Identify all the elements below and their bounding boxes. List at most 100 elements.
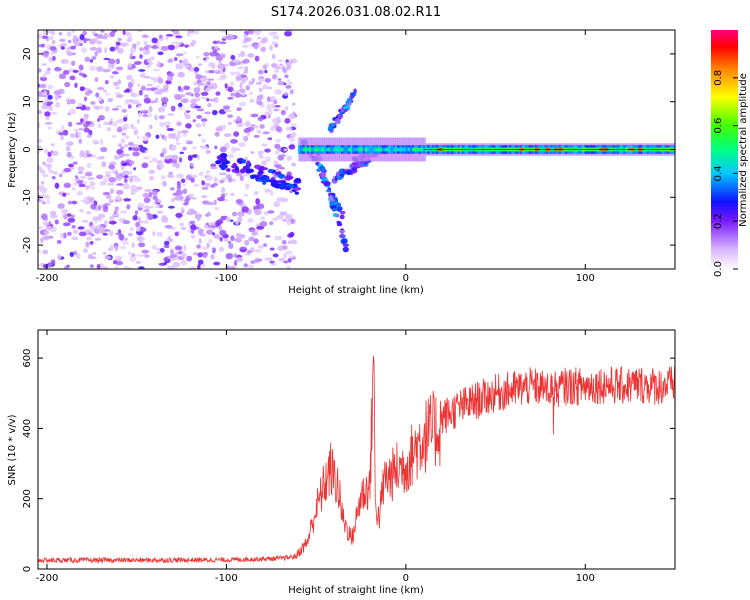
line-core	[382, 147, 386, 152]
line-core	[311, 147, 315, 152]
noise-blob	[50, 259, 56, 266]
noise-blob	[123, 265, 129, 269]
noise-blob	[63, 60, 67, 64]
noise-blob	[175, 163, 180, 169]
noise-blob	[143, 40, 148, 46]
noise-blob	[139, 54, 143, 59]
noise-blob	[84, 38, 91, 41]
noise-blob	[41, 180, 45, 185]
noise-blob	[227, 114, 234, 118]
noise-blob	[89, 38, 97, 45]
noise-blob	[78, 127, 84, 131]
noise-blob	[38, 68, 42, 73]
colorbar-tick-label: 0.6	[713, 118, 724, 134]
noise-blob	[210, 254, 215, 260]
noise-blob	[173, 45, 180, 50]
noise-blob	[109, 46, 116, 52]
line-core	[321, 147, 325, 152]
branch-blob	[325, 189, 332, 193]
noise-blob	[242, 58, 250, 64]
noise-blob	[82, 220, 89, 223]
noise-blob	[119, 210, 128, 214]
noise-blob	[103, 177, 108, 183]
noise-blob	[147, 213, 154, 221]
noise-blob	[213, 96, 219, 104]
noise-blob	[85, 171, 93, 177]
noise-blob	[158, 106, 165, 113]
noise-blob	[216, 219, 224, 225]
noise-blob	[235, 220, 239, 225]
noise-blob	[133, 61, 142, 65]
noise-blob	[173, 93, 181, 99]
noise-blob	[203, 224, 209, 229]
line-core	[375, 147, 379, 152]
noise-blob	[100, 30, 105, 33]
noise-blob	[132, 215, 138, 221]
noise-blob	[165, 35, 169, 41]
noise-blob	[109, 75, 115, 79]
noise-blob	[265, 62, 269, 67]
noise-blob	[38, 122, 41, 129]
noise-blob	[274, 143, 281, 149]
noise-blob	[44, 122, 53, 125]
noise-blob	[98, 115, 105, 121]
noise-blob	[205, 86, 214, 91]
noise-blob	[248, 37, 252, 42]
noise-blob	[273, 65, 281, 70]
noise-blob	[202, 120, 206, 127]
noise-blob	[83, 248, 89, 253]
noise-blob	[158, 34, 163, 39]
branch-blob	[337, 222, 342, 227]
noise-blob	[163, 244, 170, 249]
noise-blob	[193, 183, 200, 187]
noise-blob	[107, 66, 114, 71]
noise-blob	[98, 105, 104, 110]
noise-blob	[97, 96, 103, 102]
noise-blob	[167, 133, 174, 139]
noise-blob	[278, 59, 283, 62]
noise-blob	[264, 257, 273, 261]
noise-blob	[243, 127, 251, 134]
noise-blob	[38, 109, 43, 115]
noise-blob	[193, 87, 201, 93]
noise-blob	[238, 101, 247, 107]
noise-blob	[200, 118, 208, 122]
line-core	[313, 147, 317, 152]
noise-blob	[174, 195, 182, 201]
noise-blob	[74, 82, 78, 88]
noise-blob	[67, 39, 72, 44]
noise-blob	[78, 64, 84, 71]
noise-blob	[229, 81, 235, 87]
noise-blob	[280, 109, 286, 116]
noise-blob	[239, 247, 248, 250]
line-core	[377, 147, 381, 152]
noise-blob	[259, 124, 265, 129]
noise-blob	[157, 210, 164, 214]
noise-blob	[116, 47, 124, 54]
noise-blob	[97, 40, 103, 45]
noise-blob	[96, 264, 101, 269]
noise-blob	[286, 79, 291, 82]
noise-blob	[96, 174, 104, 179]
noise-blob	[103, 57, 111, 61]
noise-blob	[105, 170, 111, 176]
noise-blob	[137, 104, 141, 108]
noise-blob	[281, 153, 286, 158]
noise-blob	[42, 53, 49, 57]
noise-blob	[225, 216, 231, 223]
noise-blob	[289, 132, 297, 138]
noise-blob	[129, 227, 134, 231]
noise-blob	[145, 87, 153, 91]
noise-blob	[66, 213, 72, 217]
noise-blob	[92, 216, 100, 221]
noise-blob	[138, 112, 142, 117]
noise-blob	[190, 224, 197, 231]
branch-blob	[320, 171, 326, 178]
noise-blob	[163, 121, 171, 127]
noise-blob	[116, 126, 123, 133]
noise-blob	[283, 92, 289, 96]
noise-blob	[171, 197, 175, 203]
noise-blob	[72, 34, 78, 41]
noise-blob	[63, 182, 72, 189]
noise-blob	[138, 69, 146, 72]
